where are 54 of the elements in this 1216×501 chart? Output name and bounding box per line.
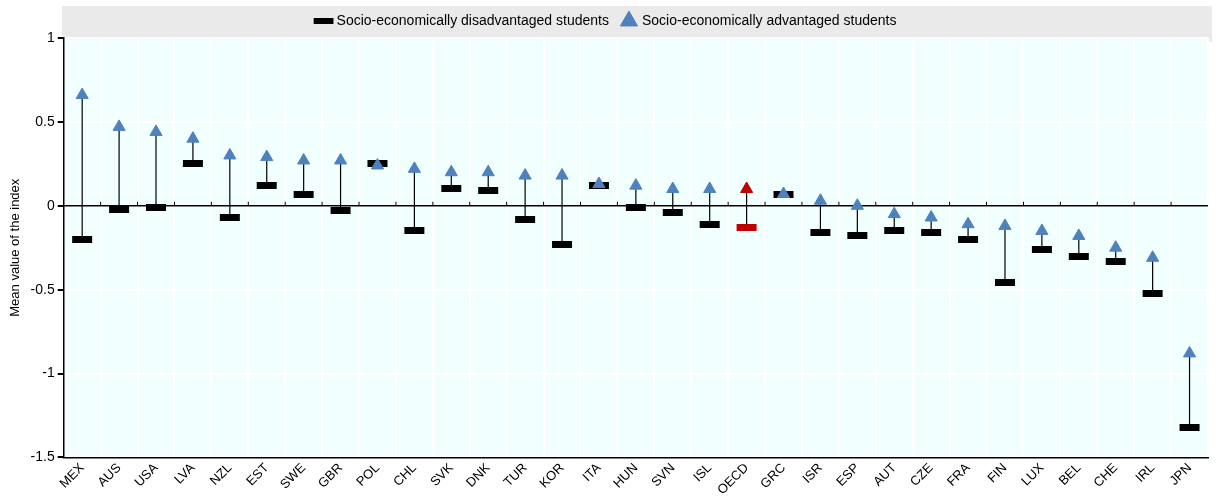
- point: [887, 206, 901, 219]
- point: [998, 218, 1012, 230]
- point: [481, 164, 495, 177]
- x-tick-label: IRL: [1132, 459, 1158, 485]
- x-tick-label: TUR: [500, 459, 530, 490]
- point: [555, 168, 569, 180]
- point: [186, 131, 200, 143]
- point: [776, 186, 791, 199]
- x-tick-label: ISL: [689, 459, 715, 485]
- x-tick-label: SVK: [426, 459, 457, 489]
- y-tick-label: -1.5: [30, 448, 55, 465]
- point: [444, 164, 458, 177]
- y-tick-label: -1: [42, 364, 55, 381]
- point: [260, 149, 274, 162]
- y-tick-label: 0.5: [35, 112, 55, 129]
- y-tick-label: 1: [46, 28, 55, 45]
- x-tick-label: ITA: [579, 459, 604, 485]
- x-tick-label: POL: [353, 459, 383, 489]
- point: [961, 216, 975, 229]
- x-tick-label: CZE: [906, 459, 937, 489]
- point: [703, 181, 717, 193]
- y-tick-label: 0: [46, 196, 55, 213]
- point: [407, 161, 421, 173]
- point: [334, 152, 348, 165]
- point: [1146, 250, 1160, 262]
- x-tick-label: NZL: [206, 459, 235, 488]
- x-tick-label: USA: [131, 459, 161, 490]
- x-tick-label: FRA: [943, 459, 973, 489]
- y-axis-title: Mean value of the index: [7, 178, 23, 317]
- point: [740, 181, 754, 193]
- legend-label: Socio-economically advantaged students: [641, 11, 897, 28]
- point: [223, 147, 237, 160]
- point: [1109, 240, 1123, 252]
- point: [112, 119, 126, 131]
- point: [1035, 223, 1049, 235]
- x-tick-label: JPN: [1166, 459, 1195, 488]
- x-tick-label: BEL: [1055, 459, 1084, 488]
- x-tick-label: ISR: [799, 459, 826, 486]
- point: [629, 178, 643, 190]
- point: [924, 210, 938, 222]
- point: [592, 176, 606, 188]
- point: [850, 198, 864, 210]
- point: [666, 181, 680, 193]
- point: [1072, 228, 1086, 240]
- y-tick-label: -0.5: [30, 280, 55, 297]
- point: [297, 152, 311, 165]
- x-tick-label: FIN: [984, 459, 1010, 486]
- x-tick-label: LVA: [170, 459, 198, 487]
- point: [813, 193, 827, 205]
- point: [518, 168, 532, 180]
- legend-label: Socio-economically disadvantaged students: [336, 11, 609, 28]
- point: [75, 87, 89, 100]
- x-tick-label: CHL: [390, 459, 420, 489]
- point: [149, 124, 163, 136]
